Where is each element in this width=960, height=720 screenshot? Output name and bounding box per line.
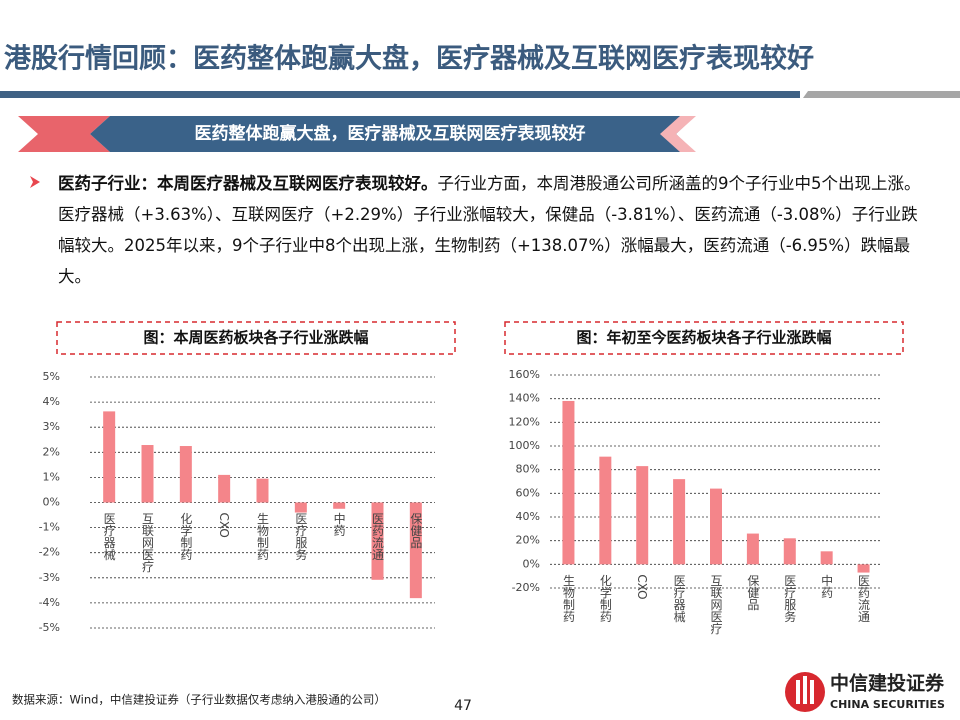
y-tick-label: -1% [39, 521, 60, 534]
bar [783, 538, 796, 565]
y-tick-label: 1% [43, 470, 60, 483]
x-tick-label: 医疗器械 [672, 574, 686, 622]
banner [90, 116, 695, 152]
x-tick-label: 互联网医疗 [141, 513, 155, 574]
x-tick-label: 保健品 [746, 574, 760, 610]
x-tick-label: 医疗服务 [783, 574, 797, 622]
bar [673, 479, 686, 565]
y-tick-label: 0% [523, 557, 540, 570]
slide-title: 港股行情回顾：医药整体跑赢大盘，医疗器械及互联网医疗表现较好 [4, 43, 814, 75]
logo-mark-bar [810, 680, 814, 704]
page-number: 47 [454, 698, 472, 714]
chart-title-box [56, 321, 456, 355]
chart-title-box [504, 321, 904, 355]
y-tick-label: 60% [516, 486, 540, 499]
paragraph-body: 子行业方面，本周港股通公司所涵盖的9个子行业中5个出现上涨。医疗器械（+3.63… [58, 174, 921, 286]
paragraph-lead: 医药子行业：本周医疗器械及互联网医疗表现较好。 [58, 174, 438, 193]
x-tick-label: 医疗服务 [294, 513, 308, 561]
bar [294, 502, 307, 513]
x-tick-label: CXO [217, 513, 231, 538]
x-tick-label: 中药 [332, 511, 346, 536]
x-tick-label: 医药流通 [371, 513, 385, 561]
bar [820, 551, 833, 565]
x-tick-label: 中药 [820, 573, 834, 598]
logo-mark-bar [796, 680, 800, 704]
paragraph: 医药子行业：本周医疗器械及互联网医疗表现较好。子行业方面，本周港股通公司所涵盖的… [58, 168, 928, 292]
bar [256, 478, 269, 503]
bar [103, 411, 116, 503]
banner-right-arrow [660, 116, 696, 152]
y-tick-label: -4% [39, 596, 60, 609]
x-tick-label: 生物制药 [256, 512, 270, 560]
charts: 图：本周医药板块各子行业涨跌幅 -5% -4% -3% -2% -1% 0% 1% 2% 3% 4%… [39, 321, 904, 635]
x-tick-label: 保健品 [409, 512, 423, 548]
bar [710, 488, 722, 565]
bar [141, 445, 154, 503]
source-note: 数据来源：Wind，中信建投证券（子行业数据仅考虑纳入港股通的公司） [12, 693, 386, 707]
bar [371, 502, 384, 580]
chart-title: 图：年初至今医药板块各子行业涨跌幅 [576, 329, 831, 347]
x-tick-label: 互联网医疗 [709, 574, 723, 635]
title-rule [0, 91, 800, 98]
y-tick-label: 5% [43, 370, 60, 383]
y-tick-label: -2% [39, 546, 60, 559]
y-tick-label: 3% [43, 420, 60, 433]
x-tick-label: 化学制药 [179, 512, 193, 560]
x-tick-label: 化学制药 [598, 574, 612, 622]
y-tick-label: 2% [43, 445, 60, 458]
y-tick-label: 160% [509, 368, 540, 381]
bar [857, 564, 870, 573]
y-tick-label: 40% [516, 510, 540, 523]
banner-text: 医药整体跑赢大盘，医疗器械及互联网医疗表现较好 [195, 123, 586, 144]
bar [599, 456, 612, 565]
y-tick-label: 4% [43, 395, 60, 408]
y-tick-label: 0% [43, 496, 60, 509]
y-tick-label: 80% [516, 463, 540, 476]
x-tick-label: 生物制药 [561, 574, 575, 622]
y-tick-label: 140% [509, 392, 540, 405]
x-tick-label: 医药流通 [857, 574, 871, 622]
bar [562, 400, 575, 565]
y-tick-label: 120% [509, 415, 540, 428]
title-rule-gray [803, 91, 960, 98]
logo-mark-bar [803, 676, 807, 704]
bar [636, 466, 649, 565]
x-tick-label: CXO [635, 574, 649, 599]
bar [746, 533, 759, 565]
banner-left-arrow [18, 116, 110, 152]
y-tick-label: -3% [39, 571, 60, 584]
bar [179, 446, 192, 503]
logo-english: CHINA SECURITIES [830, 698, 945, 711]
y-tick-label: 20% [516, 534, 540, 547]
y-tick-label: 100% [509, 439, 540, 452]
bar [218, 474, 231, 503]
y-tick-label: -20% [512, 581, 540, 594]
bar [333, 502, 346, 509]
bullet [30, 176, 40, 188]
logo-name: 中信建投证券 [830, 672, 945, 695]
y-tick-label: -5% [39, 621, 60, 634]
x-tick-label: 医疗器械 [102, 513, 116, 561]
bar [409, 502, 422, 599]
chart-title: 图：本周医药板块各子行业涨跌幅 [143, 329, 368, 347]
